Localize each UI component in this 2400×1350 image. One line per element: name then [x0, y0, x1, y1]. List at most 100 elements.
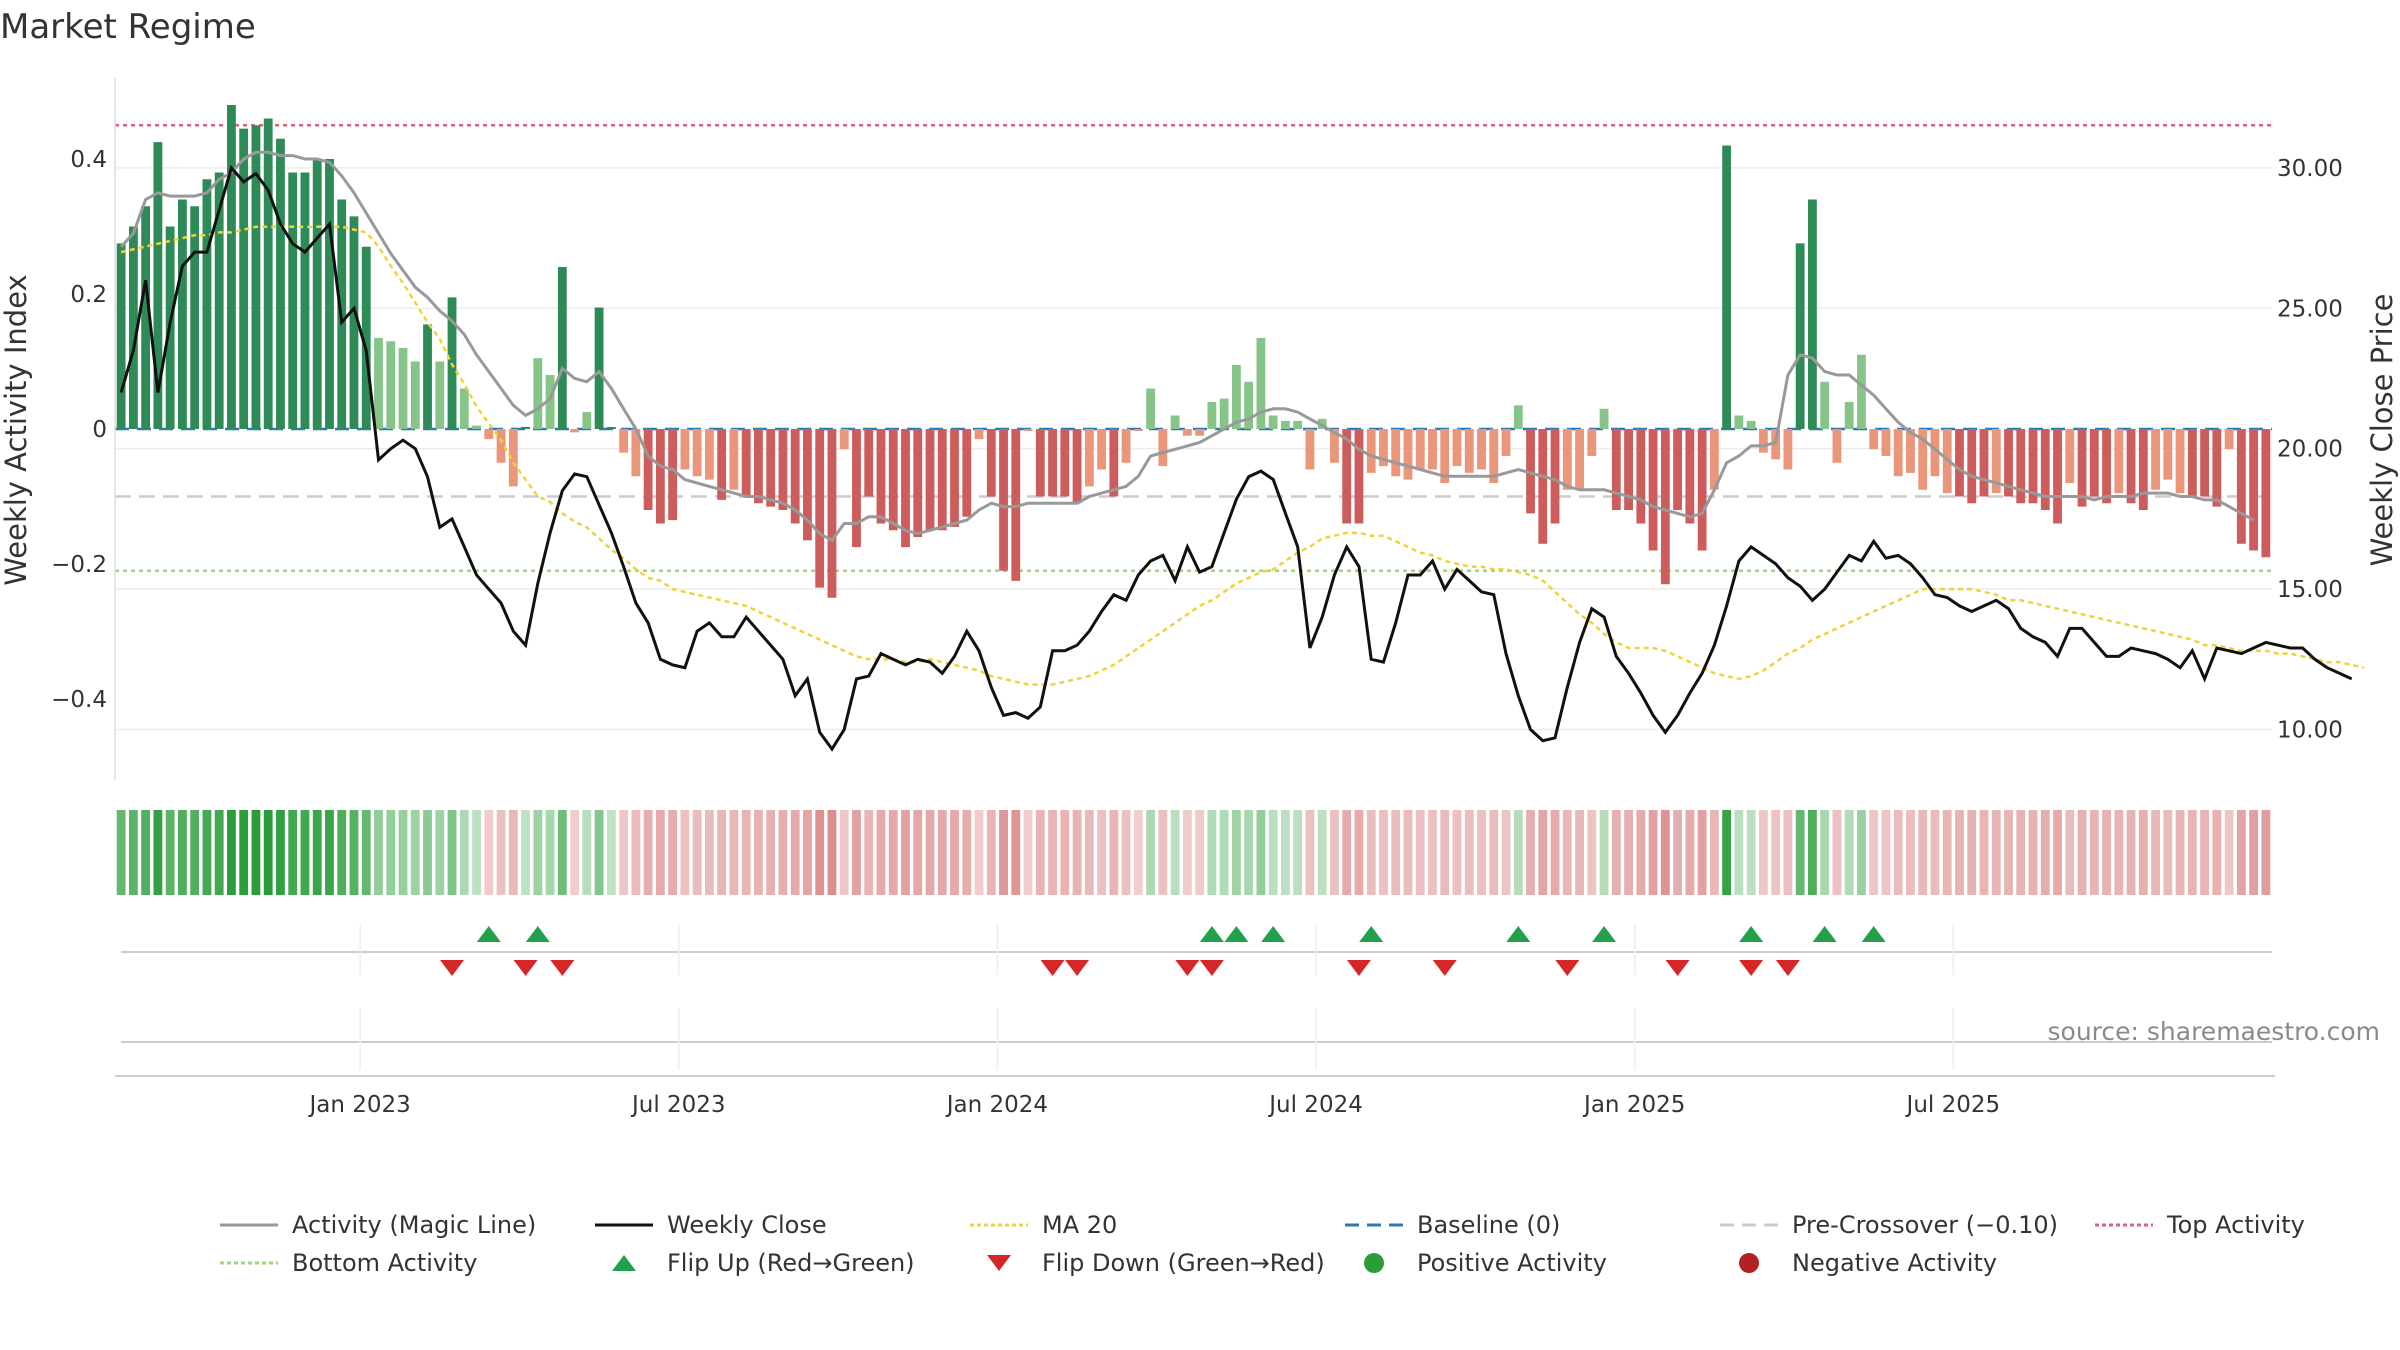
activity-bar: [2249, 429, 2259, 551]
flip-down-marker: [1346, 960, 1371, 976]
regime-strip-cell: [2028, 810, 2038, 895]
regime-strip-cell: [1072, 810, 1082, 895]
activity-bar: [1403, 429, 1413, 480]
activity-bar: [582, 412, 592, 429]
activity-bar: [1342, 429, 1352, 524]
regime-strip-cell: [986, 810, 996, 895]
regime-strip-cell: [1636, 810, 1646, 895]
y-axis-left-label: Weekly Activity Index: [0, 274, 33, 585]
regime-strip-cell: [177, 810, 187, 895]
legend-label: Baseline (0): [1417, 1211, 1560, 1239]
activity-bar: [1097, 429, 1106, 470]
activity-bar: [754, 429, 763, 504]
activity-bar: [459, 388, 469, 429]
regime-strip-cell: [2102, 810, 2111, 895]
regime-strip-cell: [239, 810, 249, 895]
activity-bar: [557, 267, 567, 429]
regime-strip-cell: [116, 810, 126, 895]
activity-bar: [778, 429, 788, 510]
activity-bar: [803, 429, 812, 541]
regime-strip-cell: [1501, 810, 1511, 895]
regime-strip-cell: [643, 810, 653, 895]
regime-strip-cell: [1538, 810, 1548, 895]
regime-strip-cell: [1979, 810, 1989, 895]
activity-bar: [2212, 429, 2222, 507]
activity-bar: [1011, 429, 1021, 581]
y-right-tick-label: 10.00: [2277, 717, 2343, 743]
activity-bar: [190, 206, 200, 429]
regime-strip-cell: [1526, 810, 1535, 895]
regime-strip-cell: [1366, 810, 1376, 895]
regime-strip-cell: [1869, 810, 1879, 895]
regime-strip-cell: [1403, 810, 1413, 895]
regime-strip-cell: [1771, 810, 1781, 895]
y-left-tick-label: 0.4: [70, 147, 107, 173]
regime-strip-cell: [729, 810, 739, 895]
regime-strip-cell: [496, 810, 506, 895]
regime-strip-cell: [472, 810, 481, 895]
activity-bar: [1170, 415, 1180, 429]
flip-up-marker: [1261, 926, 1286, 942]
y-left-tick-label: 0.2: [70, 282, 107, 308]
activity-bar: [852, 429, 861, 548]
regime-strip-cell: [1599, 810, 1609, 895]
regime-strip-cell: [521, 810, 530, 895]
activity-bar: [1722, 145, 1732, 429]
regime-strip-cell: [1330, 810, 1339, 895]
regime-strip-cell: [459, 810, 469, 895]
regime-strip-cell: [937, 810, 947, 895]
activity-bar: [1734, 415, 1744, 429]
regime-strip-cell: [1023, 810, 1033, 895]
activity-bar: [1415, 429, 1425, 470]
activity-bar: [2187, 429, 2197, 497]
regime-strip-cell: [557, 810, 567, 895]
regime-strip-cell: [1342, 810, 1352, 895]
regime-strip-cell: [1268, 810, 1278, 895]
regime-strip-cell: [545, 810, 555, 895]
legend-label: Flip Down (Green→Red): [1042, 1249, 1325, 1277]
flip-down-marker: [1065, 960, 1090, 976]
activity-bar: [1256, 337, 1266, 429]
regime-strip-cell: [2138, 810, 2148, 895]
activity-bar: [1746, 420, 1756, 429]
activity-bar: [594, 307, 604, 429]
regime-strip-cell: [435, 810, 445, 895]
activity-bar: [202, 179, 212, 429]
activity-bar: [521, 426, 530, 429]
regime-strip-cell: [2187, 810, 2197, 895]
series-lines: [119, 150, 2365, 752]
regime-strip-cell: [1182, 810, 1192, 895]
regime-strip-cell: [2053, 810, 2062, 895]
activity-bar: [827, 429, 837, 598]
regime-strip-cell: [790, 810, 800, 895]
regime-strip-cell: [484, 810, 494, 895]
activity-bar: [1195, 429, 1205, 436]
activity-bar: [1869, 429, 1879, 450]
regime-strip-cell: [2004, 810, 2013, 895]
regime-strip-cell: [1807, 810, 1817, 895]
activity-bar: [1930, 429, 1940, 477]
x-tick-label: Jan 2024: [945, 1092, 1048, 1118]
flip-up-marker: [1592, 926, 1617, 942]
legend-label: Top Activity: [2166, 1211, 2305, 1239]
regime-strip-cell: [1893, 810, 1903, 895]
regime-strip-cell: [680, 810, 690, 895]
activity-bar: [2163, 429, 2173, 480]
regime-strip-cell: [1158, 810, 1168, 895]
regime-strip-cell: [766, 810, 776, 895]
legend-label: MA 20: [1042, 1211, 1117, 1239]
regime-strip-cell: [2200, 810, 2210, 895]
y-right-tick-label: 25.00: [2277, 296, 2343, 322]
regime-strip-cell: [668, 810, 678, 895]
regime-strip-cell: [1685, 810, 1695, 895]
activity-bar: [1452, 429, 1462, 467]
regime-strip-cell: [1440, 810, 1450, 895]
regime-strip-cell: [962, 810, 972, 895]
regime-strip-cell: [1146, 810, 1156, 895]
regime-strip-cell: [901, 810, 910, 895]
activity-bar: [1391, 429, 1401, 477]
activity-bar: [876, 429, 886, 524]
regime-strip-cell: [1783, 810, 1793, 895]
regime-strip-cell: [1967, 810, 1977, 895]
